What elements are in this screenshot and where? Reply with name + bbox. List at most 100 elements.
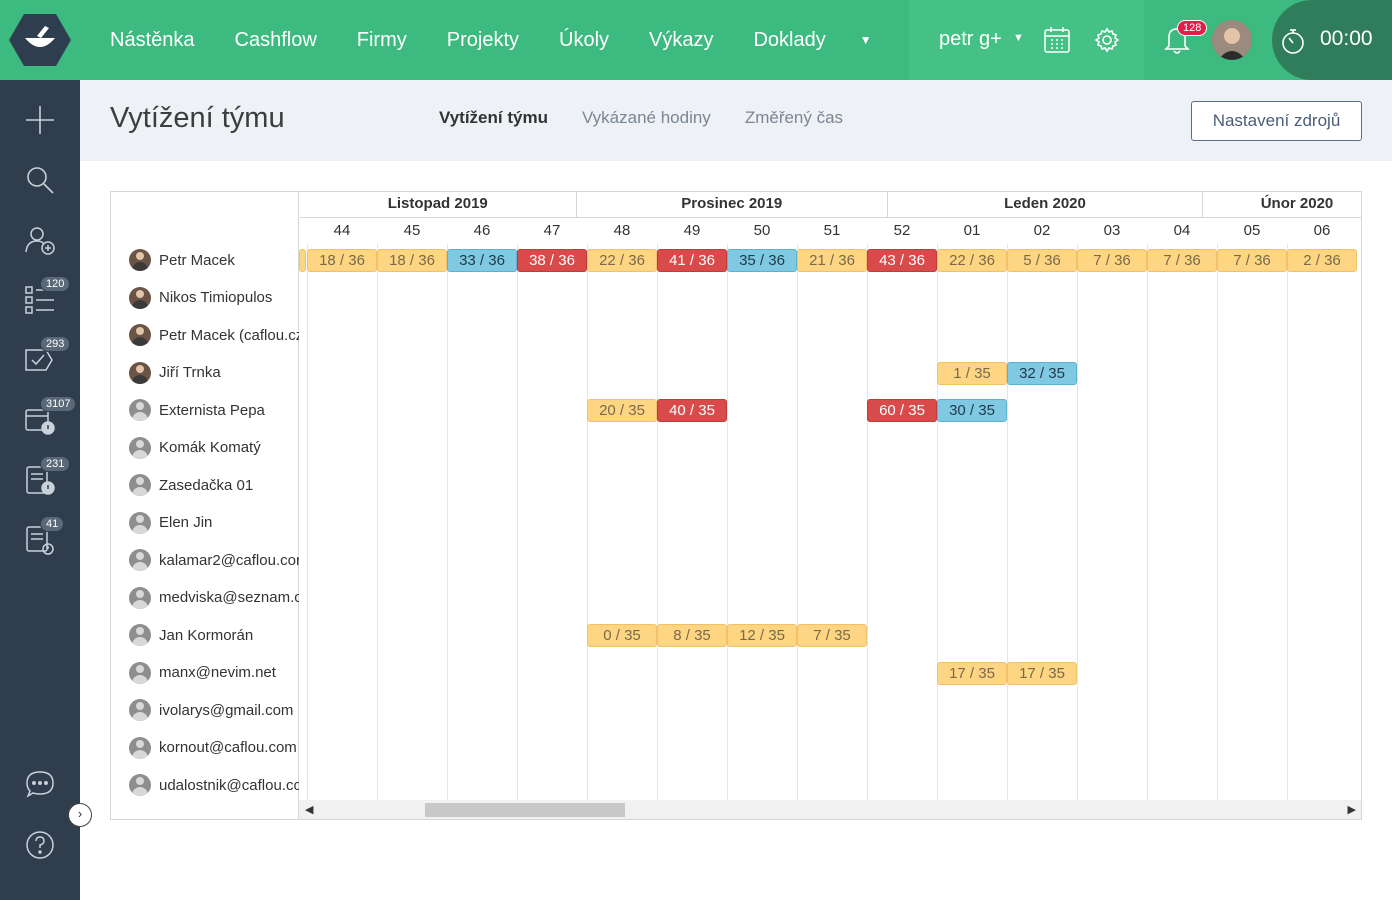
- workload-cell[interactable]: 18 / 36: [377, 249, 447, 272]
- workload-cell[interactable]: 21 / 36: [797, 249, 867, 272]
- workload-cell[interactable]: 43 / 36: [867, 249, 937, 272]
- nav-ukoly[interactable]: Úkoly: [559, 28, 610, 51]
- person-name: ivolarys@gmail.com: [159, 701, 294, 719]
- person-row[interactable]: kalamar2@caflou.com: [129, 548, 299, 572]
- workload-cell[interactable]: 7 / 35: [797, 624, 867, 647]
- timer-zone[interactable]: 00:00: [1272, 0, 1392, 80]
- scroll-left-arrow-icon[interactable]: ◀: [305, 804, 314, 816]
- person-row[interactable]: medviska@seznam.cz: [129, 586, 299, 610]
- person-row[interactable]: Jiří Trnka: [129, 361, 299, 385]
- document-clock-icon[interactable]: [24, 524, 56, 556]
- scroll-right-arrow-icon[interactable]: ▶: [1347, 804, 1356, 816]
- workload-cell[interactable]: 60 / 35: [867, 399, 937, 422]
- workload-cell[interactable]: 18 / 36: [307, 249, 377, 272]
- check-badge: 293: [40, 336, 71, 352]
- workload-cell[interactable]: 30 / 35: [937, 399, 1007, 422]
- horizontal-scrollbar[interactable]: ◀ ▶: [299, 800, 1361, 819]
- search-icon[interactable]: [24, 164, 56, 196]
- person-name: Zasedačka 01: [159, 476, 254, 494]
- person-row[interactable]: Petr Macek: [129, 248, 299, 272]
- avatar[interactable]: [1212, 20, 1252, 60]
- person-row[interactable]: ivolarys@gmail.com: [129, 698, 299, 722]
- workload-cell[interactable]: 0 / 35: [587, 624, 657, 647]
- workload-cell[interactable]: 2 / 36: [1287, 249, 1357, 272]
- week-divider: [1077, 244, 1078, 800]
- timeline: Listopad 2019 Prosinec 2019 Leden 2020 Únor…: [299, 192, 1361, 819]
- resource-settings-button[interactable]: Nastavení zdrojů: [1191, 101, 1362, 141]
- document-alert-icon[interactable]: [24, 464, 56, 496]
- stopwatch-icon[interactable]: [1280, 27, 1306, 55]
- week-divider: [867, 244, 868, 800]
- invoice-alert-icon[interactable]: [24, 404, 56, 436]
- person-row[interactable]: manx@nevim.net: [129, 661, 299, 685]
- week-divider: [307, 244, 308, 800]
- plus-icon[interactable]: [24, 104, 56, 136]
- nav-projekty[interactable]: Projekty: [446, 28, 519, 51]
- week-header: 51: [823, 222, 841, 239]
- workload-cell[interactable]: [299, 249, 306, 272]
- week-header: 05: [1243, 222, 1261, 239]
- workload-cell[interactable]: 5 / 36: [1007, 249, 1077, 272]
- workload-cell[interactable]: 35 / 36: [727, 249, 797, 272]
- person-row[interactable]: udalostnik@caflou.com: [129, 773, 299, 797]
- workload-cell[interactable]: 22 / 36: [587, 249, 657, 272]
- scroll-thumb[interactable]: [425, 803, 625, 817]
- nav-cashflow[interactable]: Cashflow: [234, 28, 317, 51]
- user-menu[interactable]: petr g+: [939, 28, 1002, 50]
- avatar: [129, 249, 151, 271]
- logo-bowl-icon[interactable]: [9, 12, 71, 68]
- workload-cell[interactable]: 7 / 36: [1217, 249, 1287, 272]
- week-divider: [937, 244, 938, 800]
- person-row[interactable]: Komák Komatý: [129, 436, 299, 460]
- person-row[interactable]: Jan Kormorán: [129, 623, 299, 647]
- workload-cell[interactable]: 7 / 36: [1147, 249, 1217, 272]
- workload-cell[interactable]: 33 / 36: [447, 249, 517, 272]
- week-header: 03: [1103, 222, 1121, 239]
- person-row[interactable]: Elen Jin: [129, 511, 299, 535]
- avatar: [129, 324, 151, 346]
- person-name: Petr Macek (caflou.cz): [159, 326, 299, 344]
- workload-cell[interactable]: 41 / 36: [657, 249, 727, 272]
- workload-cell[interactable]: 32 / 35: [1007, 361, 1077, 385]
- workload-cell[interactable]: 40 / 35: [657, 399, 727, 422]
- gear-icon[interactable]: [1094, 27, 1120, 53]
- help-icon[interactable]: [24, 829, 56, 861]
- nav-more-caret-icon[interactable]: ▼: [859, 33, 872, 47]
- default-avatar-icon: [129, 699, 151, 721]
- workload-grid: Petr Macek Nikos Timiopulos Petr Macek (ca…: [110, 191, 1362, 820]
- week-divider: [727, 244, 728, 800]
- person-row[interactable]: Petr Macek (caflou.cz): [129, 323, 299, 347]
- workload-cell[interactable]: 17 / 35: [937, 661, 1007, 685]
- notification-badge[interactable]: 128: [1177, 20, 1208, 36]
- person-row[interactable]: Zasedačka 01: [129, 473, 299, 497]
- nav-doklady[interactable]: Doklady: [753, 28, 826, 51]
- workload-cell[interactable]: 12 / 35: [727, 624, 797, 647]
- workload-cell[interactable]: 1 / 35: [937, 361, 1007, 385]
- person-name: Jan Kormorán: [159, 626, 254, 644]
- nav-firmy[interactable]: Firmy: [356, 28, 407, 51]
- workload-cell[interactable]: 17 / 35: [1007, 661, 1077, 685]
- sidebar-collapse-chevron-icon[interactable]: ›: [68, 803, 92, 827]
- person-row[interactable]: Nikos Timiopulos: [129, 286, 299, 310]
- workload-cell[interactable]: 20 / 35: [587, 399, 657, 422]
- week-divider: [1217, 244, 1218, 800]
- person-row[interactable]: Externista Pepa: [129, 398, 299, 422]
- user-caret-icon[interactable]: ▼: [1013, 32, 1024, 44]
- week-header: 49: [683, 222, 701, 239]
- tab-zmereny-cas[interactable]: Změřený čas: [744, 108, 844, 127]
- top-bar: Nástěnka Cashflow Firmy Projekty Úkoly V…: [0, 0, 1392, 80]
- workload-cell[interactable]: 38 / 36: [517, 249, 587, 272]
- nav-nastenka[interactable]: Nástěnka: [110, 28, 195, 51]
- person-row[interactable]: kornout@caflou.com: [129, 736, 299, 760]
- workload-cell[interactable]: 7 / 36: [1077, 249, 1147, 272]
- nav-vykazy[interactable]: Výkazy: [649, 28, 714, 51]
- workload-cell[interactable]: 22 / 36: [937, 249, 1007, 272]
- calendar-icon[interactable]: [1043, 26, 1071, 54]
- add-user-icon[interactable]: [24, 224, 56, 256]
- chat-icon[interactable]: [24, 768, 56, 800]
- workload-cell[interactable]: 8 / 35: [657, 624, 727, 647]
- person-name: kalamar2@caflou.com: [159, 551, 299, 569]
- tab-vytizeni[interactable]: Vytížení týmu: [439, 108, 548, 127]
- tab-vykazane-hodiny[interactable]: Vykázané hodiny: [581, 108, 711, 127]
- week-header: 04: [1173, 222, 1191, 239]
